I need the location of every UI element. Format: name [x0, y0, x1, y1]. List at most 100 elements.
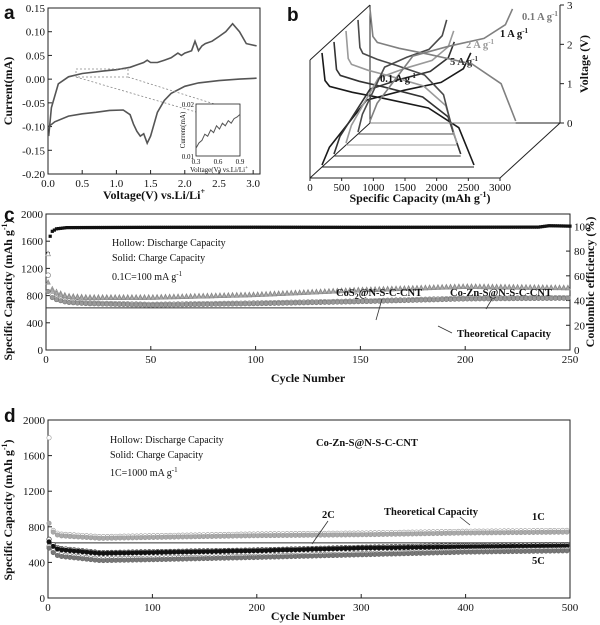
panel-c-marker: [488, 225, 492, 229]
panel-c-marker: [348, 225, 352, 229]
panel-d-xtick-label: 300: [353, 602, 370, 614]
panel-b-y-ticks: 0 1 2 3: [560, 0, 573, 130]
panel-c-marker: [263, 291, 269, 297]
panel-d-marker: [121, 557, 127, 563]
panel-a-inset-series: [195, 114, 241, 149]
panel-c-marker: [98, 225, 103, 230]
panel-c-marker: [492, 225, 497, 229]
panel-d-marker: [88, 550, 94, 556]
panel-c-marker: [380, 286, 387, 292]
panel-d-marker: [564, 548, 570, 554]
panel-c-marker: [369, 225, 373, 229]
panel-d-marker: [414, 550, 420, 556]
panel-c-marker: [213, 292, 219, 299]
panel-c-marker: [239, 225, 243, 229]
panel-c-marker: [339, 225, 344, 229]
panel-c-marker: [134, 225, 138, 229]
panel-c-marker: [61, 226, 65, 230]
panel-d-marker: [368, 532, 374, 538]
panel-c-marker: [448, 225, 453, 229]
panel-d-marker: [372, 545, 378, 551]
panel-c-marker: [350, 225, 354, 229]
panel-c-marker: [105, 225, 109, 230]
panel-a-series-line: [48, 77, 257, 146]
panel-a-ytick-label: -0.10: [22, 122, 45, 134]
panel-d-marker: [159, 534, 165, 540]
panel-d-marker: [380, 545, 386, 551]
panel-c-marker: [321, 225, 325, 229]
panel-d-marker: [288, 532, 294, 538]
panel-d-label-1c: 1C: [532, 512, 545, 523]
panel-c-marker: [189, 225, 193, 229]
panel-c-marker: [186, 225, 191, 229]
panel-d-marker: [434, 550, 440, 556]
panel-c-marker: [91, 301, 97, 307]
panel-d-marker: [100, 550, 106, 556]
panel-d-marker: [79, 534, 85, 540]
panel-c-marker: [547, 224, 551, 228]
panel-c-marker: [356, 225, 360, 229]
panel-c-ytick-label: 0: [38, 345, 44, 357]
panel-c-marker: [284, 290, 290, 296]
panel-c-marker: [431, 297, 437, 303]
panel-d-marker: [117, 535, 123, 541]
panel-a-ylabel: Current(mA): [1, 57, 15, 125]
panel-d-marker: [213, 533, 219, 539]
panel-d-marker: [355, 545, 361, 551]
panel-d-marker: [63, 533, 69, 539]
panel-c-marker: [201, 225, 205, 229]
panel-c-marker: [456, 283, 462, 290]
panel-d-marker: [209, 549, 215, 555]
panel-c-marker: [564, 224, 568, 228]
panel-c-marker: [120, 294, 127, 300]
panel-c-marker: [467, 225, 471, 229]
panel-d-marker: [288, 554, 294, 560]
panel-d-marker: [276, 533, 282, 539]
panel-c-marker: [440, 225, 444, 229]
panel-d-marker: [451, 530, 457, 536]
panel-c-marker: [343, 287, 349, 293]
panel-c-rate-note: 0.1C=100 mA g-1: [112, 270, 183, 283]
panel-c-marker: [301, 300, 307, 306]
panel-d-marker: [213, 555, 219, 561]
panel-c-marker: [388, 225, 392, 229]
panel-d-marker: [459, 544, 465, 550]
panel-d-marker: [393, 551, 399, 557]
panel-c-marker: [67, 225, 71, 230]
panel-c-marker: [79, 300, 85, 306]
panel-d-marker: [255, 533, 261, 539]
panel-c-marker: [204, 292, 211, 299]
panel-d-xtick-label: 200: [249, 602, 266, 614]
panel-d-marker: [255, 548, 261, 554]
panel-d-marker: [338, 532, 344, 538]
panel-d-marker: [125, 535, 131, 541]
panel-c-marker: [65, 226, 69, 230]
panel-d-marker: [322, 553, 328, 559]
panel-c-marker: [125, 302, 131, 308]
panel-d-marker: [79, 556, 85, 562]
panel-c-y2tick-label: 80: [574, 246, 586, 258]
panel-a-ytick-label: -0.20: [22, 169, 45, 181]
panel-d-marker: [409, 531, 415, 537]
panel-c-marker: [453, 225, 457, 229]
panel-c-marker: [77, 225, 82, 230]
panel-d-marker: [388, 531, 394, 537]
panel-d-marker: [301, 553, 307, 559]
panel-d-marker: [117, 557, 123, 563]
panel-a-zoom-box: [75, 68, 129, 78]
panel-c-marker: [313, 288, 320, 295]
panel-c-marker: [133, 302, 139, 308]
panel-a-inset-ticks: 0.3 0.6 0.9 0.01 0.02: [182, 101, 245, 166]
panel-c-marker: [390, 225, 394, 229]
panel-c-marker: [430, 225, 434, 229]
panel-d-marker: [205, 556, 211, 562]
panel-c-marker: [405, 285, 412, 291]
panel-c-marker: [162, 302, 168, 308]
panel-c-marker: [326, 299, 332, 305]
panel-c-marker: [439, 297, 445, 303]
panel-d-marker: [284, 532, 290, 538]
panel-d-marker: [393, 531, 399, 537]
panel-d-marker: [334, 552, 340, 558]
panel-c-marker: [544, 284, 550, 290]
panel-c-marker: [427, 225, 432, 229]
